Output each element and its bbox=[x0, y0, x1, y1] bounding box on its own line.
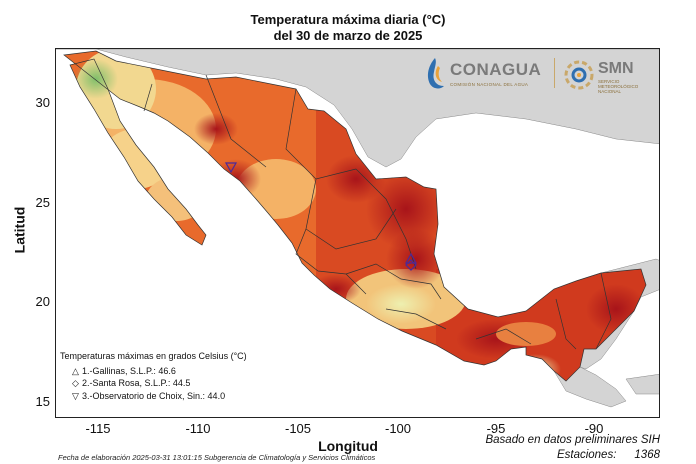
y-tick: 30 bbox=[35, 95, 50, 110]
x-tick: -95 bbox=[486, 421, 506, 436]
agency-logos: CONAGUA COMISIÓN NACIONAL DEL AGUA SMN S… bbox=[420, 52, 656, 96]
x-tick: -110 bbox=[185, 421, 211, 436]
smn-logo-subtitle: SERVICIO METEOROLÓGICO NACIONAL bbox=[598, 79, 639, 94]
legend-item-text: 2.-Santa Rosa, S.L.P.: 44.5 bbox=[82, 378, 191, 388]
station-markers bbox=[224, 162, 418, 271]
x-tick: -115 bbox=[85, 421, 111, 436]
legend-heading: Temperaturas máximas en grados Celsius (… bbox=[60, 351, 247, 361]
x-tick: -100 bbox=[384, 421, 412, 436]
legend-item: ▽ 3.-Observatorio de Choix, Sin.: 44.0 bbox=[60, 390, 247, 403]
triangle-down-icon: ▽ bbox=[72, 390, 79, 401]
temperature-map bbox=[56, 49, 659, 417]
smn-logo-icon bbox=[564, 60, 594, 90]
conagua-logo-subtitle: COMISIÓN NACIONAL DEL AGUA bbox=[450, 82, 529, 87]
x-tick: -90 bbox=[584, 421, 604, 436]
map-subtitle: del 30 de marzo de 2025 bbox=[273, 28, 423, 43]
legend-item: △ 1.-Gallinas, S.L.P.: 46.6 bbox=[60, 365, 247, 378]
legend: Temperaturas máximas en grados Celsius (… bbox=[60, 350, 247, 402]
stations-count: 1368 bbox=[634, 449, 660, 461]
logo-separator bbox=[554, 58, 555, 88]
station-choix-marker bbox=[224, 162, 238, 174]
honduras-land bbox=[625, 374, 659, 395]
conagua-logo-icon bbox=[427, 58, 444, 89]
stations-label: Estaciones: bbox=[556, 449, 617, 461]
legend-item: ◇ 2.-Santa Rosa, S.L.P.: 44.5 bbox=[60, 377, 247, 390]
stations-note: Estaciones: 1368 bbox=[557, 449, 660, 461]
legend-item-text: 3.-Observatorio de Choix, Sin.: 44.0 bbox=[82, 390, 226, 401]
footer-timestamp: Fecha de elaboración 2025-03-31 13:01:15… bbox=[58, 453, 376, 462]
usa-land bbox=[56, 49, 659, 168]
diamond-icon: ◇ bbox=[72, 378, 79, 388]
data-basis-note: Basado en datos preliminares SIH bbox=[485, 434, 660, 446]
smn-logo-text: SMN bbox=[598, 60, 634, 77]
y-axis-label: Latitud bbox=[11, 206, 28, 254]
legend-item-text: 1.-Gallinas, S.L.P.: 46.6 bbox=[82, 365, 176, 376]
map-frame bbox=[55, 48, 660, 418]
station-gallinas-marker bbox=[404, 252, 418, 264]
x-axis-label: Longitud bbox=[318, 438, 378, 454]
y-tick: 25 bbox=[35, 195, 50, 210]
map-title: Temperatura máxima diaria (°C) bbox=[250, 12, 446, 27]
y-tick: 20 bbox=[35, 294, 50, 309]
x-tick: -105 bbox=[284, 421, 312, 436]
triangle-up-icon: △ bbox=[72, 365, 79, 376]
station-santa-rosa-marker bbox=[405, 259, 417, 271]
conagua-logo-text: CONAGUA bbox=[450, 60, 542, 79]
y-tick: 15 bbox=[35, 394, 50, 409]
